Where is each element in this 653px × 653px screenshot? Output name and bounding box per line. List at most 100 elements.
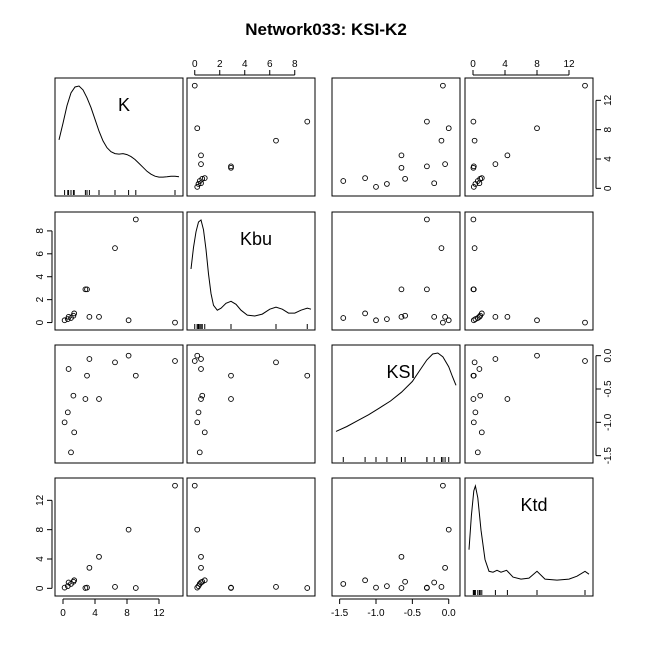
scatter-point-ksi-ktd-6 — [470, 396, 477, 402]
scatter-point-ktd-ksi-2 — [340, 581, 347, 587]
scatter-point-kbu-ksi-12 — [424, 216, 430, 223]
y-tick-label-kbu-1: 2 — [35, 296, 46, 302]
scatter-point-ksi-k-2 — [68, 449, 74, 456]
x-tick-label-ktd-3: 12 — [563, 59, 575, 70]
scatter-point-k-ksi-13 — [440, 82, 446, 89]
scatter-point-k-kbu-8 — [198, 161, 204, 167]
y-tick-label-ksi-2: -0.5 — [603, 380, 614, 398]
scatter-point-ksi-k-13 — [172, 358, 178, 364]
scatter-point-ksi-kbu-3 — [199, 392, 206, 399]
scatter-point-k-ksi-6 — [398, 164, 405, 171]
scatter-point-kbu-ktd-10 — [471, 245, 478, 251]
scatter-point-k-ktd-4 — [478, 175, 485, 181]
scatter-point-kbu-k-7 — [84, 286, 90, 293]
scatter-point-kbu-ktd-13 — [582, 319, 588, 326]
scatter-point-k-ksi-7 — [424, 163, 430, 170]
scatter-point-kbu-ktd-9 — [504, 313, 511, 320]
y-tick-label-kbu-2: 4 — [35, 274, 46, 280]
scatter-point-kbu-k-10 — [112, 245, 118, 251]
scatter-point-k-kbu-5 — [198, 180, 204, 187]
x-tick-label-ksi-3: 0.0 — [442, 608, 456, 619]
y-tick-label-ktd-3: 12 — [35, 494, 46, 506]
scatter-point-ksi-k-3 — [70, 392, 77, 399]
x-tick-label-ksi-0: -1.5 — [331, 608, 349, 619]
scatter-point-kbu-ksi-8 — [442, 313, 448, 320]
scatter-point-ksi-kbu-1 — [195, 409, 202, 416]
y-tick-label-ksi-1: -1.0 — [603, 413, 614, 431]
scatter-point-ktd-k-4 — [71, 577, 78, 584]
scatter-point-ktd-ksi-6 — [398, 585, 405, 591]
scatter-point-ksi-kbu-2 — [196, 449, 203, 456]
scatter-point-kbu-ksi-1 — [384, 316, 390, 322]
density-curve-kbu — [190, 219, 312, 317]
scatter-point-kbu-k-5 — [65, 313, 72, 320]
scatter-point-ksi-ktd-13 — [582, 358, 588, 364]
x-tick-label-k-2: 8 — [124, 608, 130, 619]
panel-ksi-ksi — [331, 344, 461, 464]
scatter-point-ksi-ktd-3 — [477, 392, 484, 399]
scatter-point-k-ksi-4 — [362, 175, 368, 181]
scatter-point-k-ktd-13 — [582, 82, 588, 89]
scatter-point-k-ksi-5 — [431, 180, 438, 187]
scatter-point-k-kbu-1 — [195, 181, 202, 187]
scatter-point-ksi-k-4 — [71, 429, 78, 436]
scatter-point-k-ksi-2 — [340, 178, 347, 184]
scatter-point-kbu-ksi-13 — [440, 319, 446, 326]
scatter-point-ksi-kbu-10 — [273, 359, 279, 366]
y-tick-label-ktd-1: 4 — [35, 556, 46, 562]
scatter-point-k-ktd-0 — [470, 184, 477, 190]
panel-k-ksi — [331, 77, 461, 197]
x-tick-label-ktd-0: 0 — [470, 59, 476, 70]
scatter-point-ksi-ktd-8 — [492, 356, 499, 362]
scatter-point-ktd-kbu-5 — [198, 579, 204, 586]
panel-kbu-ksi — [331, 211, 461, 331]
panel-ksi-ktd — [464, 344, 594, 464]
panel-ktd-ktd — [464, 477, 594, 597]
panel-ktd-ksi — [331, 477, 461, 597]
scatter-point-kbu-k-6 — [82, 286, 89, 293]
y-tick-label-kbu-0: 0 — [35, 319, 46, 325]
scatter-point-k-ktd-12 — [470, 118, 477, 125]
scatter-point-k-ktd-5 — [476, 180, 483, 187]
scatter-point-ksi-ktd-9 — [504, 396, 511, 402]
scatter-point-ksi-k-7 — [84, 372, 90, 379]
scatter-point-k-ktd-8 — [492, 161, 499, 167]
x-tick-label-ktd-1: 4 — [502, 59, 508, 70]
scatter-point-kbu-ksi-6 — [398, 286, 405, 293]
scatter-point-ktd-k-10 — [112, 584, 118, 590]
scatter-point-kbu-ktd-7 — [470, 286, 477, 293]
scatter-point-ktd-k-7 — [84, 584, 90, 591]
scatter-point-kbu-ktd-5 — [476, 313, 483, 320]
scatter-point-ktd-kbu-9 — [198, 553, 204, 560]
scatter-point-ktd-kbu-10 — [273, 584, 279, 590]
scatter-point-k-ksi-0 — [373, 184, 379, 190]
scatter-point-ksi-ktd-4 — [478, 429, 485, 436]
y-tick-label-k-1: 4 — [603, 156, 614, 162]
scatter-point-kbu-k-0 — [61, 317, 68, 324]
scatter-point-k-ktd-7 — [470, 163, 477, 170]
y-tick-label-ksi-3: 0.0 — [603, 348, 614, 362]
scatter-point-ksi-ktd-0 — [470, 419, 477, 426]
scatter-point-k-ksi-9 — [398, 152, 405, 159]
panel-ktd-k — [54, 477, 184, 597]
scatter-point-ksi-ktd-2 — [474, 449, 481, 456]
scatter-point-k-kbu-7 — [228, 163, 234, 170]
scatter-point-ktd-ksi-10 — [438, 584, 445, 590]
scatter-point-ksi-kbu-4 — [201, 429, 208, 436]
chart-title: Network033: KSI-K2 — [245, 20, 407, 39]
scatter-point-ksi-ktd-12 — [470, 372, 477, 379]
scatter-point-ksi-kbu-8 — [198, 356, 204, 362]
scatter-point-ktd-k-13 — [172, 482, 178, 489]
scatter-point-kbu-ktd-8 — [492, 313, 499, 320]
scatter-point-ksi-ktd-1 — [472, 409, 479, 416]
x-tick-label-kbu-3: 6 — [267, 59, 273, 70]
scatter-point-k-ksi-12 — [424, 118, 430, 125]
scatter-point-ktd-ksi-8 — [442, 564, 448, 571]
scatter-point-ksi-k-12 — [132, 372, 139, 379]
scatter-point-kbu-ksi-9 — [398, 313, 405, 320]
scatter-point-ktd-kbu-12 — [304, 585, 311, 591]
scatter-point-ksi-ktd-10 — [471, 359, 478, 366]
scatter-point-k-kbu-9 — [198, 152, 204, 159]
